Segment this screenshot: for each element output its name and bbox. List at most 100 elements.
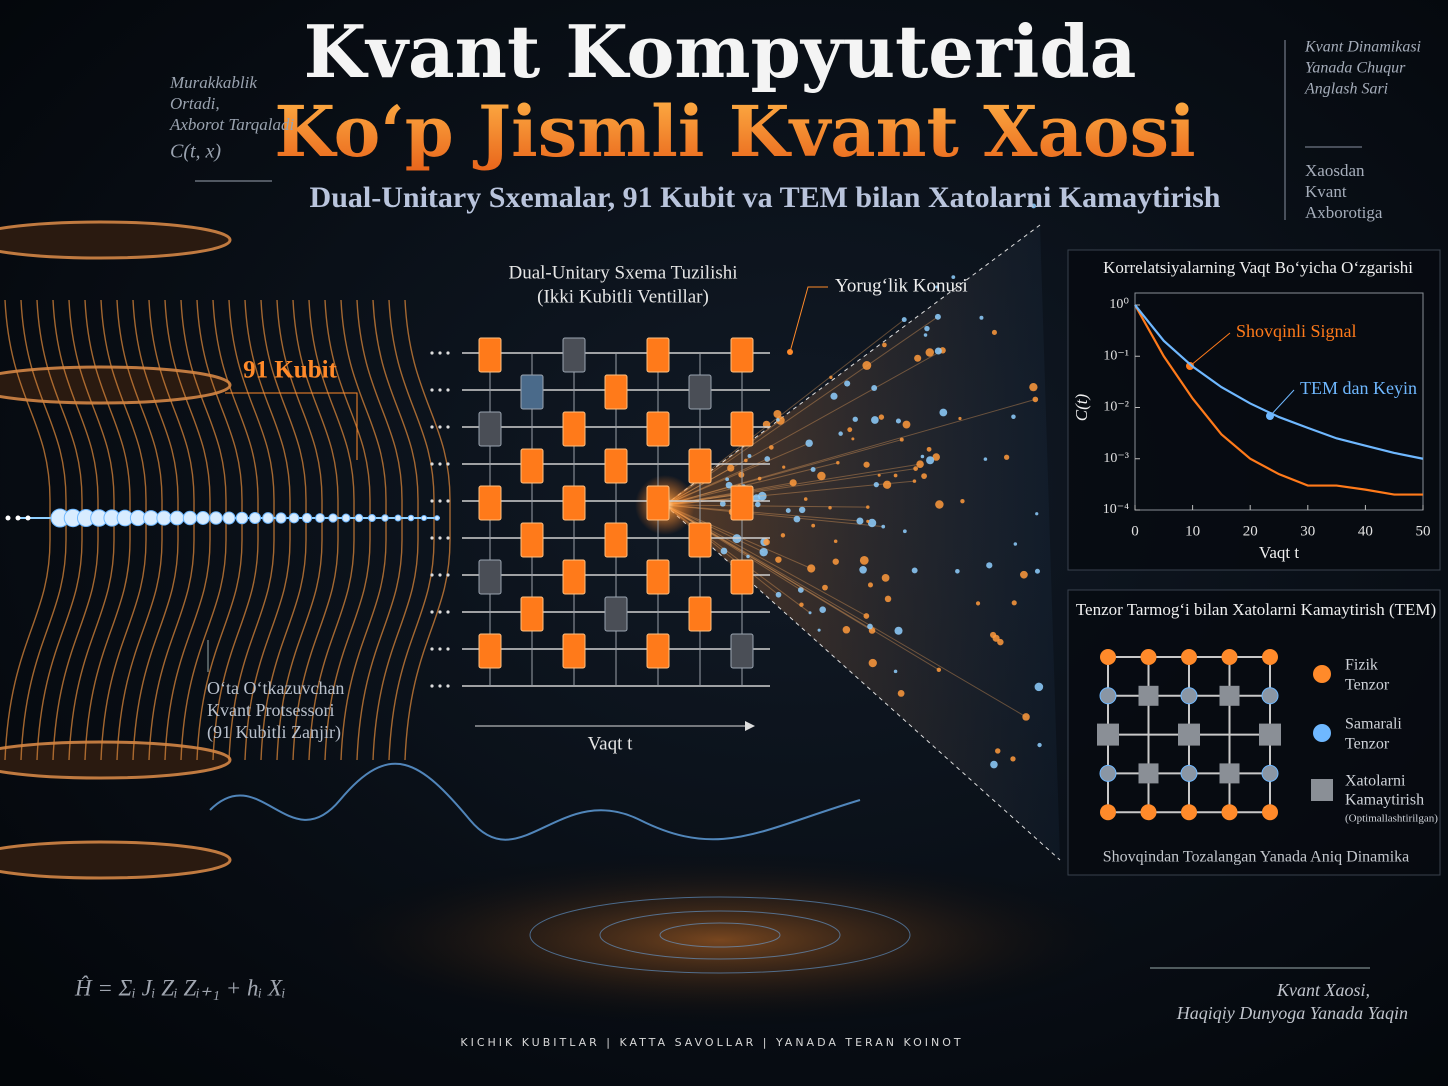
- gate: [604, 448, 628, 484]
- node: [895, 418, 901, 424]
- node: [979, 315, 984, 320]
- gate: [688, 374, 712, 410]
- node: [934, 313, 941, 320]
- node: [775, 556, 782, 563]
- node: [914, 354, 922, 362]
- physical-tensor: [1221, 804, 1238, 821]
- effective-tensor: [1261, 764, 1279, 782]
- wire: [196, 299, 243, 761]
- pointer: [789, 286, 828, 353]
- dot: [430, 351, 434, 355]
- wire: [4, 299, 51, 761]
- y-axis-label: C(t): [1072, 393, 1091, 421]
- node: [921, 473, 927, 479]
- dot: [446, 536, 450, 540]
- node: [867, 518, 877, 528]
- wire: [292, 299, 339, 761]
- node: [829, 375, 833, 379]
- wire: [212, 299, 259, 761]
- node: [720, 547, 728, 555]
- node: [902, 529, 907, 534]
- node: [746, 554, 750, 559]
- node: [894, 626, 903, 635]
- y-tick-label: 10⁻²: [1103, 400, 1129, 415]
- node: [960, 498, 965, 504]
- node: [803, 497, 808, 501]
- qubit: [275, 512, 287, 524]
- x-tick-label: 20: [1243, 523, 1258, 539]
- cryostat-plate: [0, 740, 232, 780]
- x-tick-label: 30: [1300, 523, 1315, 539]
- wire: [36, 299, 83, 761]
- gate: [562, 411, 586, 447]
- node: [884, 595, 892, 603]
- node: [868, 658, 877, 668]
- qubit: [394, 514, 402, 522]
- node: [878, 414, 885, 420]
- node: [913, 466, 918, 471]
- cryostat-plate: [0, 220, 232, 260]
- mitigation-tensor: [1178, 723, 1200, 746]
- wave: [209, 762, 861, 841]
- qubit: [434, 515, 440, 521]
- node: [1032, 396, 1039, 403]
- series-line: [1134, 304, 1424, 460]
- dot: [430, 610, 434, 614]
- mitigation-tensor: [1138, 685, 1159, 706]
- node: [859, 555, 869, 565]
- node: [797, 587, 804, 593]
- node: [744, 458, 748, 463]
- node: [1011, 414, 1016, 419]
- node: [847, 427, 853, 433]
- wire: [276, 299, 323, 761]
- dot: [15, 515, 21, 521]
- label-line: Kvant Protsessori: [207, 700, 335, 720]
- physical-tensor: [1262, 804, 1278, 821]
- gate: [646, 559, 670, 595]
- gate: [646, 633, 670, 669]
- qubit-label: 91 Kubit: [243, 357, 337, 384]
- legend-text: Xatolarni: [1345, 773, 1406, 790]
- label-line: O‘ta O‘tkazuvchan: [207, 678, 344, 698]
- node: [757, 476, 762, 481]
- x-tick-label: 0: [1131, 523, 1139, 539]
- node: [769, 445, 774, 450]
- physical-tensor: [1100, 649, 1116, 665]
- node: [877, 473, 881, 477]
- dot: [438, 684, 442, 688]
- node: [867, 623, 873, 630]
- node: [725, 477, 730, 482]
- node: [782, 465, 786, 469]
- node: [1003, 454, 1010, 460]
- y-tick-label: 10⁻⁴: [1103, 502, 1129, 517]
- cryostat-plate: [0, 365, 232, 405]
- dot: [438, 462, 442, 466]
- effective-tensor: [1180, 687, 1198, 705]
- gate: [520, 448, 544, 484]
- node: [881, 524, 886, 529]
- dot: [430, 425, 434, 429]
- y-tick-label: 10⁻¹: [1103, 348, 1129, 363]
- node: [863, 613, 870, 619]
- node: [808, 611, 812, 615]
- effective-tensor: [1180, 764, 1198, 782]
- node: [951, 275, 956, 279]
- mitigation-tensor: [1259, 723, 1281, 746]
- node: [780, 533, 786, 538]
- node: [752, 494, 761, 502]
- node: [983, 457, 988, 461]
- wire: [228, 299, 275, 761]
- label-marker: [1266, 412, 1274, 420]
- note-line: Axborotiga: [1305, 203, 1383, 222]
- wire: [52, 299, 99, 761]
- y-tick-label: 10⁰: [1109, 297, 1129, 312]
- effective-tensor: [1261, 687, 1279, 705]
- qubit: [143, 510, 159, 526]
- node: [738, 471, 745, 478]
- series-line: [1134, 304, 1423, 496]
- dot: [430, 462, 434, 466]
- gate: [604, 374, 628, 410]
- circuit: [430, 337, 770, 688]
- gate: [562, 337, 586, 373]
- wire: [356, 299, 403, 761]
